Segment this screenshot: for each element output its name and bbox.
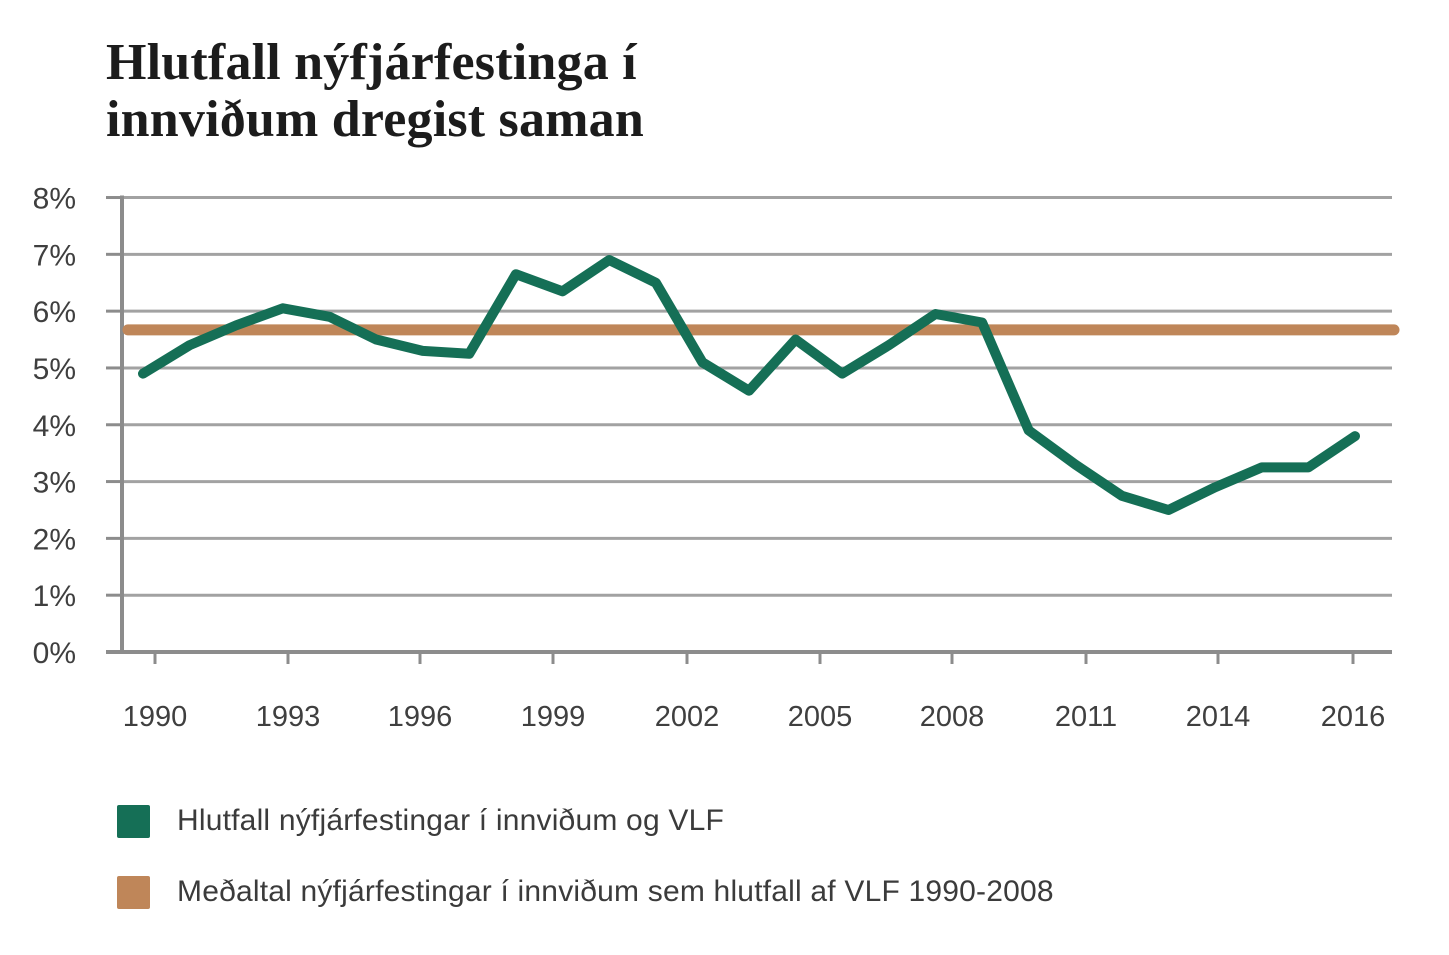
chart-title-line1: Hlutfall nýfjárfestinga í <box>106 34 637 91</box>
legend-item-investment-share: Hlutfall nýfjárfestingar í innviðum og V… <box>117 804 1054 838</box>
chart-title: Hlutfall nýfjárfestinga í innviðum dregi… <box>106 34 644 148</box>
legend-label-average: Meðaltal nýfjárfestingar í innviðum sem … <box>177 875 1054 908</box>
chart-legend: Hlutfall nýfjárfestingar í innviðum og V… <box>117 804 1054 909</box>
legend-label-investment-share: Hlutfall nýfjárfestingar í innviðum og V… <box>177 804 724 837</box>
chart-title-line2: innviðum dregist saman <box>106 91 644 148</box>
y-tick-label: 3% <box>33 467 76 500</box>
y-tick-label: 5% <box>33 353 76 386</box>
legend-swatch-brown <box>117 875 150 909</box>
x-tick-label: 2008 <box>920 701 985 733</box>
investment-share-line <box>138 255 1360 515</box>
x-tick-label: 2002 <box>655 701 720 733</box>
y-tick-label: 6% <box>33 296 76 329</box>
x-tick-label: 2014 <box>1186 701 1251 733</box>
x-tick-label: 2005 <box>788 701 853 733</box>
x-tick-label: 1993 <box>256 701 321 733</box>
x-tick-label: 1990 <box>123 701 188 733</box>
x-tick-label: 2016 <box>1321 701 1386 733</box>
x-tick-label: 1996 <box>388 701 453 733</box>
y-tick-label: 8% <box>33 183 76 216</box>
x-tick-label: 1999 <box>521 701 586 733</box>
y-tick-label: 4% <box>33 410 76 443</box>
y-tick-label: 0% <box>33 637 76 670</box>
y-tick-label: 7% <box>33 239 76 272</box>
legend-swatch-green <box>117 804 150 838</box>
legend-item-average: Meðaltal nýfjárfestingar í innviðum sem … <box>117 875 1054 909</box>
x-tick-label: 2011 <box>1055 701 1117 733</box>
y-tick-label: 2% <box>33 523 76 556</box>
y-tick-label: 1% <box>33 580 76 613</box>
